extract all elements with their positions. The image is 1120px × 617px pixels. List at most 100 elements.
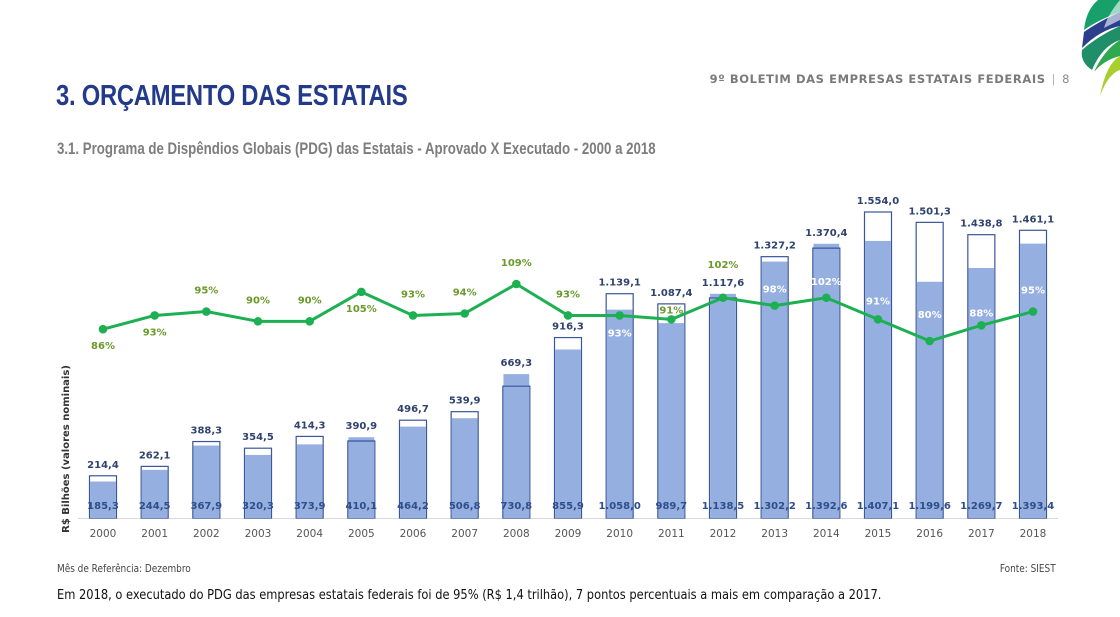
- x-tick-label: 2009: [555, 528, 582, 540]
- executed-bar: [503, 374, 530, 518]
- x-tick-label: 2011: [658, 528, 685, 540]
- x-tick-label: 2018: [1020, 528, 1047, 540]
- execution-rate-label: 105%: [346, 304, 377, 315]
- summary-text: Em 2018, o executado do PDG das empresas…: [57, 588, 882, 603]
- approved-value-label: 1.087,4: [650, 288, 692, 299]
- approved-value-label: 916,3: [552, 322, 584, 333]
- execution-rate-point: [460, 309, 469, 318]
- x-tick-label: 2008: [503, 528, 530, 540]
- execution-rate-label: 94%: [453, 287, 477, 298]
- x-tick-label: 2010: [606, 528, 633, 540]
- executed-value-label: 244,5: [139, 501, 171, 512]
- execution-rate-point: [873, 315, 883, 324]
- executed-value-label: 1.302,2: [753, 501, 795, 512]
- approved-value-label: 1.438,8: [960, 219, 1002, 230]
- executed-value-label: 506,8: [449, 501, 481, 512]
- executed-bar: [813, 243, 840, 518]
- execution-rate-point: [408, 311, 418, 320]
- executed-bar: [916, 281, 943, 518]
- executed-bar: [451, 418, 478, 518]
- approved-value-label: 262,1: [139, 450, 171, 461]
- execution-rate-label: 98%: [763, 285, 787, 296]
- y-axis-label: R$ Bilhões (valores nominais): [61, 365, 72, 533]
- executed-value-label: 320,3: [242, 501, 274, 512]
- approved-value-label: 354,5: [242, 432, 274, 443]
- brand-logo-icon: [1081, 0, 1120, 96]
- x-tick-label: 2014: [813, 528, 840, 540]
- execution-rate-label: 88%: [969, 308, 993, 319]
- executed-bar: [348, 437, 375, 518]
- executed-bar: [245, 454, 271, 518]
- approved-value-label: 214,4: [87, 460, 119, 471]
- approved-value-label: 539,9: [449, 396, 481, 407]
- executed-bar: [400, 426, 426, 518]
- execution-rate-point: [822, 293, 831, 303]
- approved-value-label: 390,9: [346, 421, 378, 432]
- x-tick-label: 2001: [141, 528, 168, 540]
- executed-bar: [193, 445, 220, 518]
- execution-rate-label: 95%: [1021, 286, 1045, 297]
- execution-rate-point: [253, 317, 263, 326]
- bulletin-header: 9º BOLETIM DAS EMPRESAS ESTATAIS FEDERAI…: [710, 72, 1070, 86]
- executed-value-label: 1.269,7: [960, 501, 1002, 512]
- pdg-chart: R$ Bilhões (valores nominais) 2000 214,4 1…: [61, 196, 1058, 540]
- execution-rate-label: 95%: [194, 286, 218, 297]
- execution-rate-label: 109%: [501, 258, 532, 269]
- executed-bar: [141, 469, 168, 518]
- execution-rate-point: [357, 287, 366, 297]
- executed-value-label: 989,7: [656, 501, 688, 512]
- executed-value-label: 1.392,6: [805, 501, 847, 512]
- execution-rate-label: 86%: [91, 341, 115, 352]
- execution-rate-label: 91%: [866, 296, 890, 307]
- execution-rate-point: [615, 311, 624, 320]
- execution-rate-point: [512, 279, 521, 289]
- execution-rate-point: [202, 307, 211, 316]
- executed-value-label: 373,9: [294, 501, 326, 512]
- execution-rate-point: [718, 293, 728, 303]
- approved-value-label: 1.117,6: [702, 278, 744, 289]
- x-tick-label: 2016: [916, 528, 943, 540]
- execution-rate-point: [667, 315, 676, 324]
- execution-rate-label: 93%: [401, 289, 425, 300]
- approved-value-label: 1.501,3: [908, 206, 950, 217]
- execution-rate-point: [1028, 307, 1038, 316]
- execution-rate-label: 90%: [298, 295, 322, 306]
- execution-rate-point: [925, 336, 934, 346]
- executed-value-label: 367,9: [191, 501, 223, 512]
- x-tick-label: 2013: [761, 528, 788, 540]
- approved-value-label: 1.370,4: [805, 228, 847, 239]
- executed-bar: [606, 309, 633, 518]
- chart-subtitle: 3.1. Programa de Dispêndios Globais (PDG…: [57, 139, 656, 158]
- page-number: 8: [1062, 72, 1070, 86]
- executed-bar: [658, 323, 685, 518]
- executed-value-label: 1.407,1: [857, 501, 899, 512]
- execution-rate-point: [977, 320, 986, 330]
- executed-bar: [555, 349, 581, 518]
- approved-value-label: 1.139,1: [598, 278, 640, 289]
- execution-rate-label: 93%: [608, 328, 632, 339]
- executed-value-label: 185,3: [87, 501, 119, 512]
- header-separator: |: [1051, 72, 1057, 86]
- approved-value-label: 1.554,0: [857, 196, 899, 207]
- executed-bar: [968, 267, 995, 518]
- x-tick-label: 2007: [451, 528, 478, 540]
- x-tick-label: 2015: [865, 528, 892, 540]
- execution-rate-label: 93%: [143, 327, 167, 338]
- x-tick-label: 2002: [193, 528, 220, 540]
- reference-month: Mês de Referência: Dezembro: [57, 563, 191, 575]
- executed-value-label: 1.138,5: [702, 501, 744, 512]
- executed-value-label: 1.393,4: [1012, 501, 1054, 512]
- execution-rate-label: 90%: [246, 295, 270, 306]
- executed-bar: [296, 444, 323, 518]
- x-tick-label: 2017: [968, 528, 995, 540]
- approved-value-label: 388,3: [191, 426, 223, 437]
- execution-rate-point: [770, 301, 779, 310]
- executed-bar: [90, 481, 116, 518]
- executed-bar: [710, 293, 736, 518]
- execution-rate-point: [563, 311, 573, 320]
- execution-rate-label: 102%: [708, 260, 739, 271]
- executed-bar: [761, 261, 788, 518]
- x-tick-label: 2000: [90, 528, 117, 540]
- x-tick-label: 2006: [400, 528, 427, 540]
- x-tick-label: 2005: [348, 528, 375, 540]
